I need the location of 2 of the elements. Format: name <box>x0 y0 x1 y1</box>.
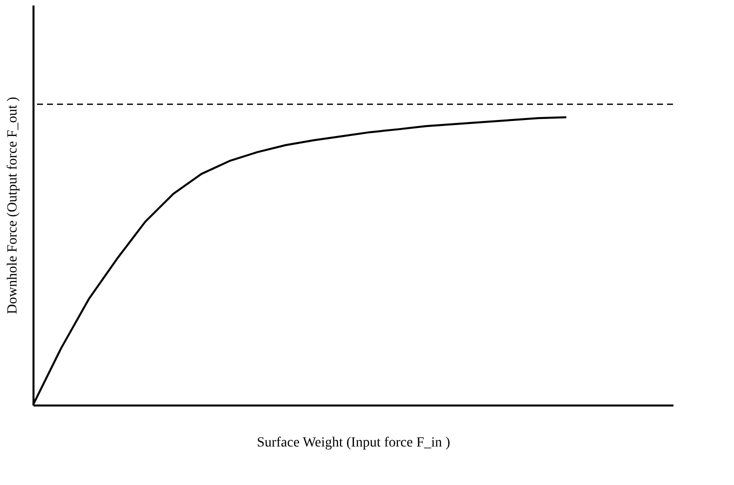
x-axis-title: Surface Weight (Input force F_in ) <box>256 436 451 450</box>
y-axis-title: Downhole Force (Output force F_out ) <box>6 96 20 314</box>
